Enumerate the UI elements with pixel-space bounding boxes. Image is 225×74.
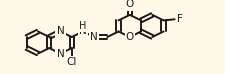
Text: O: O [125,32,133,42]
Text: Cl: Cl [66,57,77,67]
Text: N: N [79,26,87,36]
Text: H: H [79,20,86,30]
Text: N: N [56,26,64,36]
Text: F: F [176,14,182,24]
Text: O: O [125,0,133,9]
Text: N: N [56,49,64,59]
Text: N: N [90,32,98,42]
